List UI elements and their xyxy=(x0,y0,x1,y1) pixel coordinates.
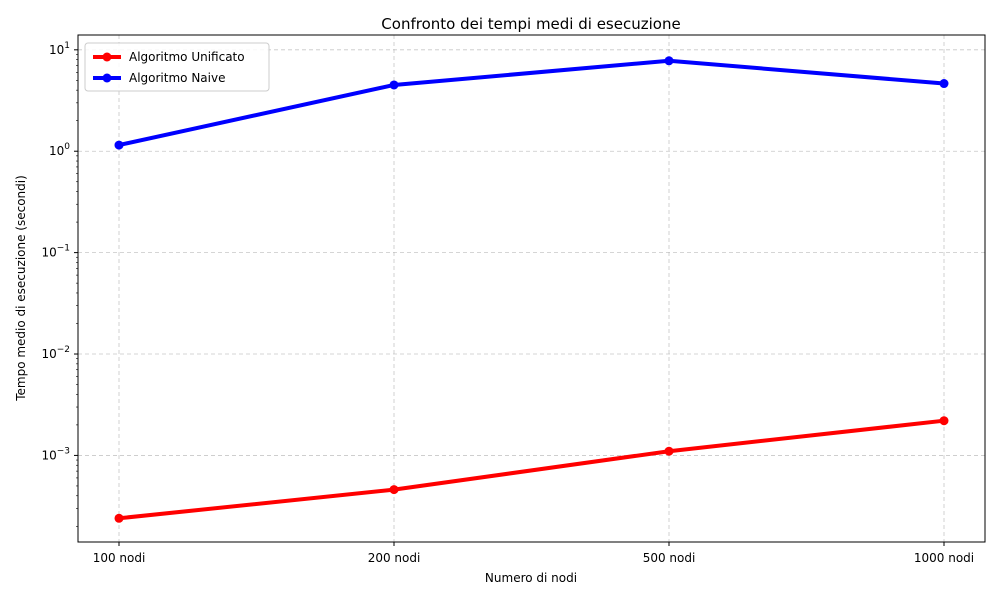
series-line xyxy=(118,58,945,148)
x-tick-label: 200 nodi xyxy=(368,551,421,565)
y-tick-label: 100 xyxy=(49,142,70,158)
legend-marker xyxy=(102,73,112,83)
data-point xyxy=(939,416,949,426)
x-tick-label: 100 nodi xyxy=(93,551,146,565)
series-line xyxy=(118,418,945,521)
data-point xyxy=(389,80,399,90)
data-point xyxy=(114,513,124,523)
x-tick-label: 1000 nodi xyxy=(914,551,974,565)
data-point xyxy=(664,56,674,66)
legend-label: Algoritmo Naive xyxy=(129,71,225,85)
x-tick-label: 500 nodi xyxy=(643,551,696,565)
ticks: 100 nodi 200 nodi 500 nodi 1000 nodi 10−3 10−… xyxy=(41,41,974,565)
y-tick-label: 10−3 xyxy=(41,446,70,462)
chart-title: Confronto dei tempi medi di esecuzione xyxy=(381,15,680,33)
legend: Algoritmo Unificato Algoritmo Naive xyxy=(84,42,270,92)
x-axis-label: Numero di nodi xyxy=(485,571,577,585)
y-tick-label: 10−2 xyxy=(41,345,70,361)
legend-box xyxy=(84,42,270,92)
data-point xyxy=(664,446,674,456)
y-tick-label: 10−1 xyxy=(41,244,70,260)
plot-frame xyxy=(77,34,986,543)
y-tick-label: 101 xyxy=(49,41,70,57)
grid xyxy=(78,35,985,542)
series-layer xyxy=(114,56,949,523)
data-point xyxy=(114,140,124,150)
data-point xyxy=(939,79,949,89)
data-point xyxy=(389,485,399,495)
legend-label: Algoritmo Unificato xyxy=(129,50,245,64)
legend-marker xyxy=(102,52,112,62)
y-axis-label: Tempo medio di esecuzione (secondi) xyxy=(14,175,28,402)
